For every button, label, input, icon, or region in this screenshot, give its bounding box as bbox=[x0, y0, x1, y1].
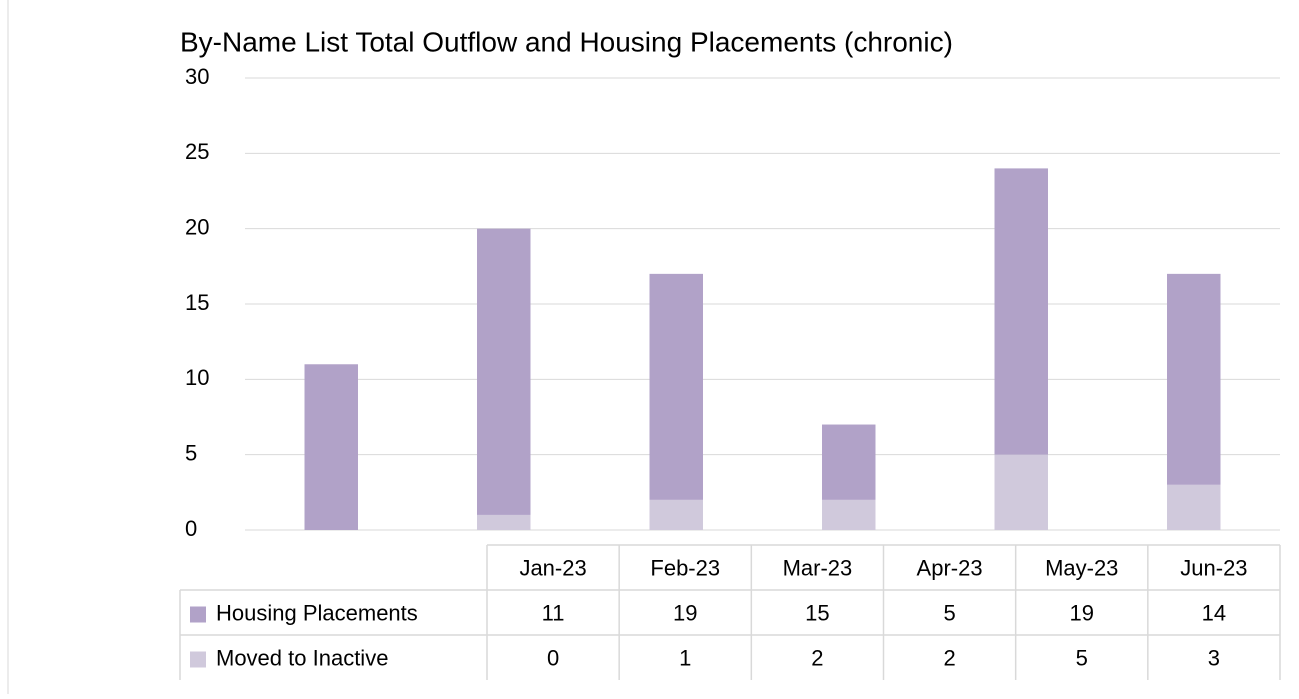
table-value: 11 bbox=[542, 600, 565, 625]
table-value: 2 bbox=[943, 645, 955, 670]
chart-title: By-Name List Total Outflow and Housing P… bbox=[180, 26, 953, 57]
bar-segment bbox=[1167, 484, 1221, 530]
bar-segment bbox=[649, 499, 703, 530]
bar-segment bbox=[477, 228, 531, 515]
x-tick-label: Mar-23 bbox=[783, 555, 853, 580]
legend-label: Housing Placements bbox=[216, 600, 418, 625]
table-value: 0 bbox=[547, 645, 559, 670]
y-tick-label: 15 bbox=[185, 290, 209, 315]
table-value: 5 bbox=[1076, 645, 1088, 670]
x-tick-label: Jan-23 bbox=[519, 555, 586, 580]
bar-segment bbox=[822, 499, 876, 530]
table-value: 1 bbox=[679, 645, 691, 670]
table-value: 2 bbox=[811, 645, 823, 670]
bar-segment bbox=[994, 454, 1048, 530]
table-value: 15 bbox=[805, 600, 829, 625]
table-value: 5 bbox=[943, 600, 955, 625]
y-tick-label: 25 bbox=[185, 139, 209, 164]
table-value: 19 bbox=[673, 600, 697, 625]
x-tick-label: May-23 bbox=[1045, 555, 1118, 580]
bar-segment bbox=[994, 168, 1048, 455]
legend-swatch bbox=[190, 651, 206, 668]
bar-segment bbox=[1167, 273, 1221, 485]
table-value: 3 bbox=[1208, 645, 1220, 670]
y-tick-label: 5 bbox=[185, 440, 197, 465]
bar-segment bbox=[822, 424, 876, 500]
table-value: 14 bbox=[1202, 600, 1226, 625]
x-tick-label: Apr-23 bbox=[917, 555, 983, 580]
y-tick-label: 30 bbox=[185, 64, 209, 89]
x-tick-label: Feb-23 bbox=[650, 555, 720, 580]
y-tick-label: 20 bbox=[185, 214, 209, 239]
y-tick-label: 0 bbox=[185, 516, 197, 541]
y-tick-label: 10 bbox=[185, 365, 209, 390]
legend-swatch bbox=[190, 606, 206, 623]
bar-segment bbox=[304, 364, 358, 530]
x-tick-label: Jun-23 bbox=[1180, 555, 1247, 580]
bar-segment bbox=[649, 273, 703, 500]
bar-segment bbox=[477, 514, 531, 530]
legend-label: Moved to Inactive bbox=[216, 645, 388, 670]
table-value: 19 bbox=[1070, 600, 1094, 625]
